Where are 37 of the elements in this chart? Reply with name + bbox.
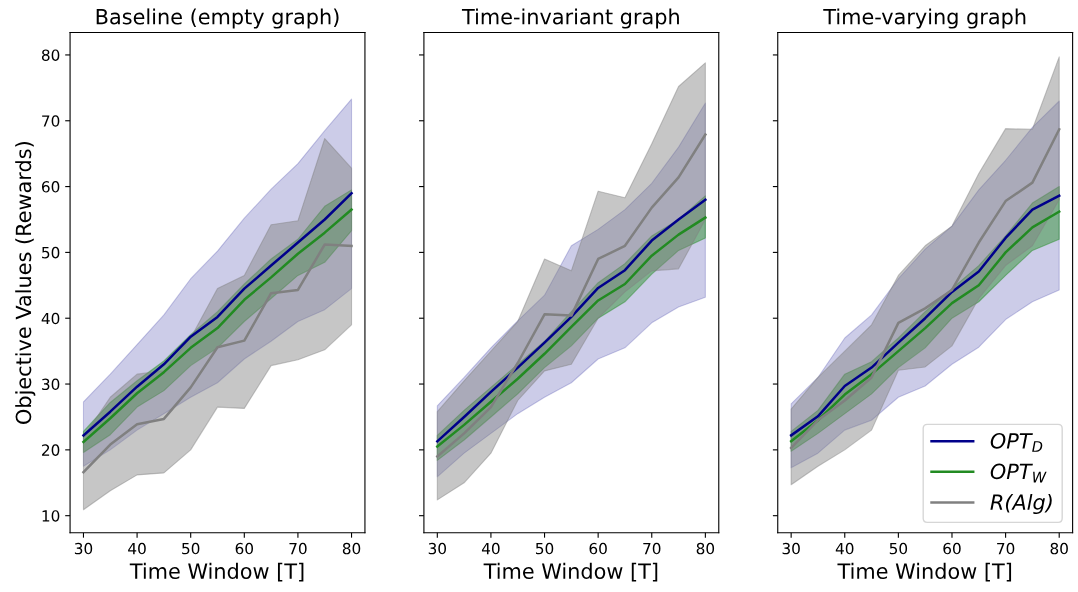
chart-title: Time-invariant graph	[461, 8, 679, 29]
x-tick-label: 70	[643, 542, 661, 555]
x-tick-label: 60	[589, 542, 607, 555]
y-tick-label: 20	[42, 444, 60, 456]
y-axis-title: Objective Values (Rewards)	[15, 142, 36, 424]
x-tick-label: 80	[696, 542, 715, 555]
chart-title: Time-varying graph	[823, 8, 1026, 29]
line-series	[82, 243, 353, 474]
y-tick-label: 50	[42, 246, 60, 259]
x-tick-label: 40	[128, 542, 146, 555]
x-tick-label: 70	[997, 542, 1015, 555]
x-tick-label: 40	[481, 542, 500, 555]
legend-label: OPT$_{W}$	[990, 463, 1047, 483]
x-tick-label: 70	[289, 542, 307, 555]
x-tick-label: 80	[1050, 542, 1068, 555]
y-tick-label: 30	[42, 378, 60, 391]
y-tick-label: 60	[41, 181, 60, 193]
x-axis-title: Time Window [T]	[483, 562, 658, 582]
x-tick-label: 50	[182, 542, 200, 555]
x-tick-label: 40	[835, 542, 854, 555]
y-tick-label: 70	[42, 115, 60, 127]
legend-label: OPT$_{D}$	[990, 432, 1043, 452]
x-tick-label: 50	[889, 542, 908, 555]
y-tick-label: 80	[41, 49, 60, 61]
x-tick-label: 30	[782, 542, 800, 555]
x-tick-label: 60	[235, 542, 254, 555]
x-tick-label: 60	[943, 542, 961, 555]
chart-title: Baseline (empty graph)	[96, 8, 339, 29]
x-tick-label: 50	[535, 542, 554, 555]
x-tick-label: 80	[342, 542, 361, 555]
y-tick-label: 40	[41, 312, 60, 325]
legend-label: R(Alg)	[990, 493, 1052, 515]
x-axis-title: Time Window [T]	[129, 562, 304, 582]
y-tick-label: 10	[42, 510, 60, 522]
x-axis-title: Time Window [T]	[837, 562, 1012, 582]
x-tick-label: 30	[428, 542, 447, 555]
x-tick-label: 30	[74, 542, 93, 555]
